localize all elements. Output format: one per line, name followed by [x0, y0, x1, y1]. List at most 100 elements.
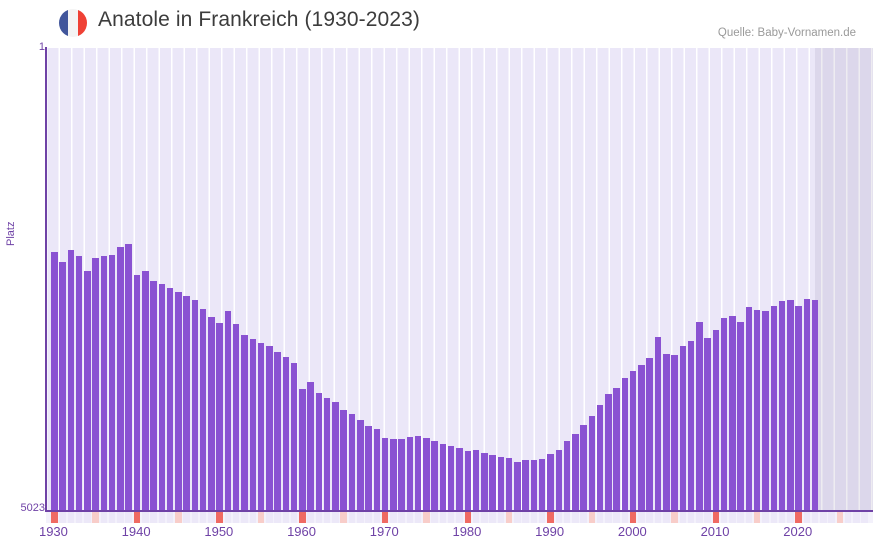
bar-2012[interactable]: [729, 316, 736, 511]
bar-1951[interactable]: [224, 311, 232, 511]
bar-1936[interactable]: [100, 256, 108, 511]
bar-1943[interactable]: [158, 284, 166, 511]
bar-1935[interactable]: [92, 258, 99, 511]
bar-1993[interactable]: [572, 434, 579, 511]
bar-1946[interactable]: [183, 296, 190, 511]
bar-1990[interactable]: [547, 454, 554, 511]
bar-1999[interactable]: [621, 378, 629, 511]
bar-1939[interactable]: [125, 244, 132, 511]
bar-1941[interactable]: [142, 271, 149, 511]
bar-1965[interactable]: [340, 410, 347, 511]
bar-1953[interactable]: [241, 335, 248, 511]
bar-1933[interactable]: [75, 256, 83, 511]
bar-2004[interactable]: [663, 354, 670, 511]
bar-1985[interactable]: [505, 458, 513, 511]
bar-1970[interactable]: [381, 438, 389, 511]
bar-1947[interactable]: [191, 300, 199, 511]
bar-2006[interactable]: [679, 346, 687, 511]
bar-2017[interactable]: [770, 306, 778, 511]
bar-1978[interactable]: [447, 446, 455, 511]
bar-1992[interactable]: [563, 441, 571, 511]
bar-1959[interactable]: [290, 363, 298, 511]
bar-1958[interactable]: [282, 357, 290, 511]
bar-2002[interactable]: [646, 358, 653, 511]
bar-2000[interactable]: [629, 371, 637, 511]
bar-2013[interactable]: [737, 322, 744, 511]
bar-1989[interactable]: [538, 459, 546, 511]
bar-2019[interactable]: [787, 300, 794, 511]
y-axis-line: [45, 47, 47, 512]
bar-1956[interactable]: [266, 346, 273, 511]
bar-1952[interactable]: [232, 324, 240, 511]
bar-1955[interactable]: [257, 343, 265, 511]
bar-2020[interactable]: [795, 306, 802, 511]
bar-1977[interactable]: [439, 444, 447, 511]
bar-2008[interactable]: [696, 322, 703, 511]
bar-2010[interactable]: [712, 330, 720, 511]
bar-2021[interactable]: [803, 299, 811, 511]
bar-1957[interactable]: [274, 352, 281, 511]
bar-1976[interactable]: [431, 441, 438, 511]
bar-1986[interactable]: [514, 462, 521, 511]
bar-1998[interactable]: [613, 388, 620, 511]
bar-1987[interactable]: [522, 460, 529, 511]
bar-1944[interactable]: [166, 288, 174, 511]
bar-1942[interactable]: [150, 281, 157, 511]
bar-1948[interactable]: [199, 309, 207, 511]
bar-2001[interactable]: [638, 365, 645, 511]
bar-1981[interactable]: [472, 450, 480, 511]
bar-1934[interactable]: [84, 271, 91, 511]
bar-1982[interactable]: [481, 453, 488, 511]
bar-1988[interactable]: [530, 460, 538, 511]
bar-2015[interactable]: [753, 310, 761, 511]
bar-1937[interactable]: [108, 255, 116, 511]
bar-1960[interactable]: [299, 389, 306, 511]
bar-1971[interactable]: [390, 439, 397, 511]
bar-1962[interactable]: [315, 393, 323, 511]
x-axis-tick-label-1970: 1970: [369, 524, 399, 539]
bar-1961[interactable]: [307, 382, 314, 511]
bar-1963[interactable]: [323, 398, 331, 511]
bar-1997[interactable]: [605, 394, 612, 511]
bar-1973[interactable]: [406, 437, 414, 511]
bar-1954[interactable]: [249, 339, 256, 511]
bar-1980[interactable]: [464, 451, 472, 511]
bar-1967[interactable]: [357, 420, 364, 511]
x-tick-2006: [679, 512, 687, 523]
x-tick-1966: [348, 512, 356, 523]
bar-1995[interactable]: [588, 416, 596, 511]
bar-2016[interactable]: [762, 311, 769, 511]
bar-1950[interactable]: [216, 323, 223, 511]
bar-1969[interactable]: [373, 429, 381, 511]
bar-2011[interactable]: [720, 318, 728, 511]
bar-2014[interactable]: [745, 307, 753, 511]
bar-1938[interactable]: [117, 247, 124, 511]
bar-2009[interactable]: [704, 338, 711, 511]
bar-1940[interactable]: [133, 275, 141, 511]
bar-1975[interactable]: [423, 438, 430, 511]
bar-1966[interactable]: [348, 414, 356, 511]
bar-1945[interactable]: [175, 292, 182, 511]
bar-1979[interactable]: [456, 448, 463, 511]
bar-1984[interactable]: [497, 457, 505, 511]
bar-2018[interactable]: [778, 301, 786, 511]
bar-1932[interactable]: [67, 250, 75, 511]
bar-1972[interactable]: [398, 439, 405, 511]
x-tick-1939: [125, 512, 132, 523]
bar-1964[interactable]: [332, 402, 339, 511]
x-tick-1953: [241, 512, 248, 523]
bar-1994[interactable]: [580, 425, 587, 511]
bar-2003[interactable]: [654, 337, 662, 511]
bar-1931[interactable]: [59, 262, 66, 511]
bar-1949[interactable]: [208, 317, 215, 511]
bar-2007[interactable]: [687, 341, 695, 511]
bar-1991[interactable]: [555, 450, 562, 511]
bar-1996[interactable]: [596, 405, 604, 511]
bar-1974[interactable]: [414, 436, 422, 511]
bar-1983[interactable]: [489, 455, 496, 511]
bar-1930[interactable]: [51, 252, 58, 511]
bar-2022[interactable]: [811, 300, 819, 511]
bar-1968[interactable]: [365, 426, 372, 511]
bar-2005[interactable]: [671, 355, 678, 511]
x-tick-2021: [803, 512, 811, 523]
